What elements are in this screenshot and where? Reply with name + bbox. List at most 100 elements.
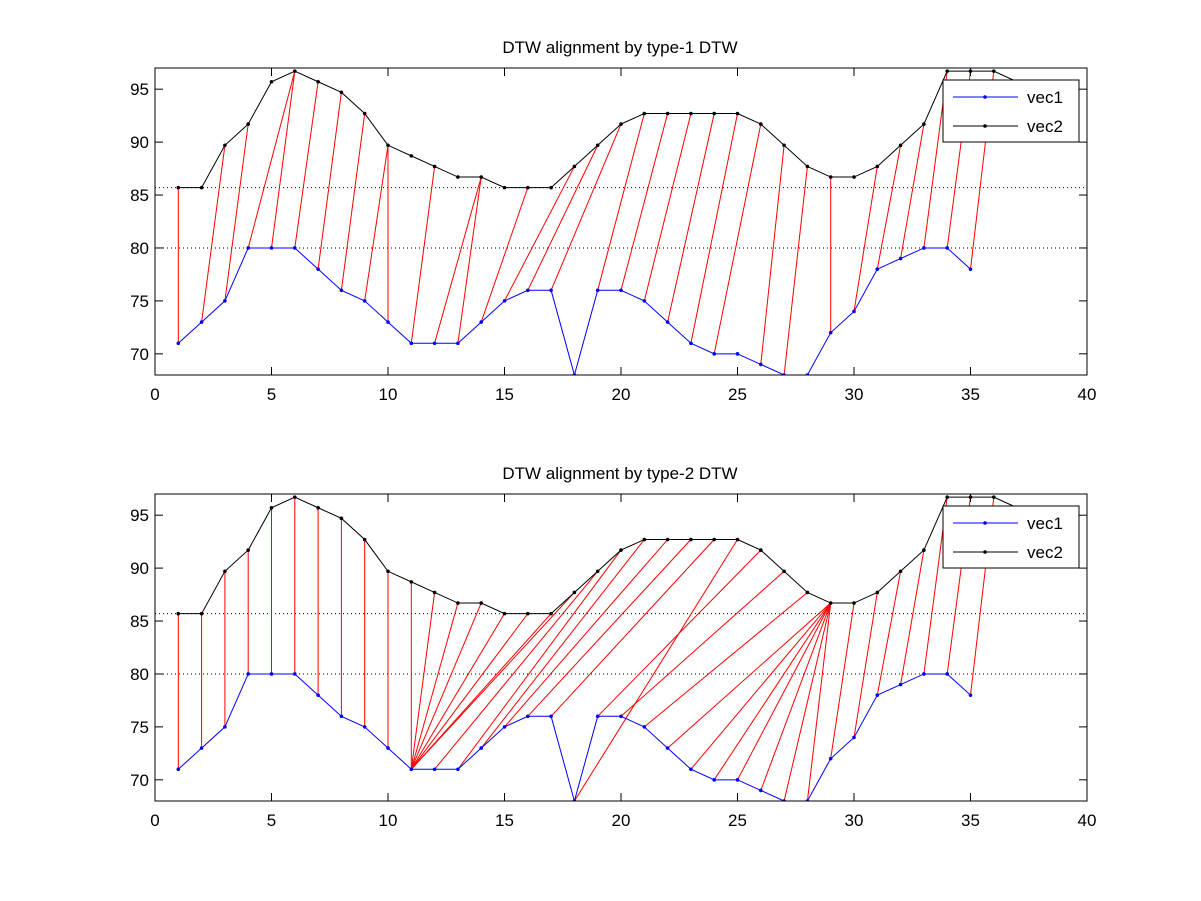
data-point-vec2: [945, 69, 949, 73]
y-tick-label: 75: [130, 292, 149, 311]
data-point-vec2: [269, 505, 274, 510]
y-tick-label: 75: [130, 718, 149, 737]
data-point-vec1: [386, 320, 390, 324]
y-tick-label: 80: [130, 665, 149, 684]
alignment-line: [480, 187, 529, 323]
data-point-vec2: [735, 537, 740, 542]
alignment-line: [620, 113, 669, 291]
data-point-vec2: [456, 601, 460, 605]
alignment-line: [853, 166, 878, 312]
data-point-vec2: [526, 611, 530, 616]
data-point-vec1: [898, 682, 903, 687]
data-point-vec2: [409, 154, 414, 158]
data-point-vec1: [759, 788, 763, 793]
data-point-vec2: [432, 164, 437, 169]
data-point-vec1: [549, 288, 553, 293]
y-tick-label: 70: [130, 345, 149, 364]
alignment-line: [410, 602, 459, 770]
y-tick-label: 80: [130, 239, 149, 258]
data-point-vec1: [619, 714, 623, 719]
data-point-vec1: [828, 756, 833, 761]
data-point-vec2: [805, 164, 810, 169]
alignment-line: [504, 166, 575, 302]
alignment-line: [783, 166, 808, 375]
alignment-line: [760, 602, 832, 791]
series-line-vec1: [177, 247, 971, 375]
alignment-line: [597, 113, 645, 291]
data-point-vec2: [922, 548, 926, 552]
alignment-line: [876, 145, 902, 270]
alignment-line: [410, 592, 575, 770]
alignment-line: [783, 602, 832, 801]
data-point-vec1: [176, 341, 181, 346]
data-point-vec2: [782, 569, 786, 574]
data-point-vec1: [735, 778, 740, 782]
data-point-vec2: [502, 611, 507, 616]
alignment-line: [620, 570, 785, 717]
legend-marker-vec1: [983, 521, 987, 525]
alignment-line: [201, 145, 226, 323]
data-point-vec1: [316, 693, 320, 697]
alignment-line: [527, 539, 692, 717]
plot-area: [176, 69, 1019, 375]
legend-box: [942, 505, 1080, 569]
plot-area: [176, 495, 1019, 801]
data-point-vec2: [176, 185, 181, 190]
data-point-vec2: [759, 548, 763, 552]
alignment-line: [410, 613, 529, 770]
data-point-vec1: [362, 299, 367, 303]
data-point-vec1: [712, 352, 716, 356]
data-point-vec1: [409, 341, 414, 346]
x-tick-label: 0: [150, 811, 159, 830]
data-point-vec2: [549, 185, 553, 190]
data-point-vec2: [362, 111, 367, 116]
top-chart-title: DTW alignment by type-1 DTW: [502, 38, 737, 57]
legend-label-vec1: vec1: [1027, 514, 1063, 533]
data-point-vec2: [619, 548, 623, 552]
x-tick-label: 25: [728, 811, 747, 830]
data-point-vec2: [549, 611, 553, 616]
x-tick-label: 20: [612, 811, 631, 830]
data-point-vec2: [875, 164, 880, 169]
x-tick-label: 20: [612, 385, 631, 404]
data-point-vec2: [572, 164, 577, 169]
alignment-line: [643, 113, 692, 302]
data-point-vec2: [409, 580, 414, 584]
alignment-line: [597, 549, 762, 717]
data-point-vec1: [199, 320, 204, 324]
data-point-vec1: [456, 767, 460, 772]
data-point-vec1: [246, 672, 250, 676]
data-point-vec1: [712, 778, 716, 782]
data-point-vec2: [875, 590, 880, 595]
data-point-vec1: [526, 288, 530, 293]
alignment-line: [550, 123, 622, 291]
alignment-line: [643, 592, 808, 728]
alignment-line: [667, 113, 715, 323]
alignment-line: [480, 539, 645, 749]
data-point-vec1: [269, 246, 274, 250]
alignment-line: [317, 92, 342, 270]
data-point-vec1: [642, 299, 647, 303]
data-point-vec1: [339, 714, 344, 719]
alignment-line: [713, 124, 762, 354]
data-point-vec2: [176, 611, 181, 616]
data-point-vec2: [526, 185, 530, 190]
alignment-line: [690, 113, 738, 344]
data-point-vec2: [828, 601, 833, 605]
alignment-line: [573, 539, 738, 801]
x-tick-label: 5: [267, 385, 276, 404]
y-tick-label: 95: [130, 506, 149, 525]
data-point-vec1: [852, 735, 856, 740]
top-axes-panel: DTW alignment by type-1 DTW 0 5 10 15 20 25 30…: [130, 38, 1096, 404]
data-point-vec1: [875, 693, 880, 697]
data-point-vec2: [502, 185, 507, 190]
data-point-vec1: [968, 693, 973, 697]
x-tick-label: 10: [379, 811, 398, 830]
alignment-line: [806, 602, 832, 801]
data-point-vec2: [595, 143, 600, 148]
data-point-vec1: [875, 267, 880, 271]
alignment-line: [760, 145, 785, 365]
alignment-line: [271, 71, 296, 249]
